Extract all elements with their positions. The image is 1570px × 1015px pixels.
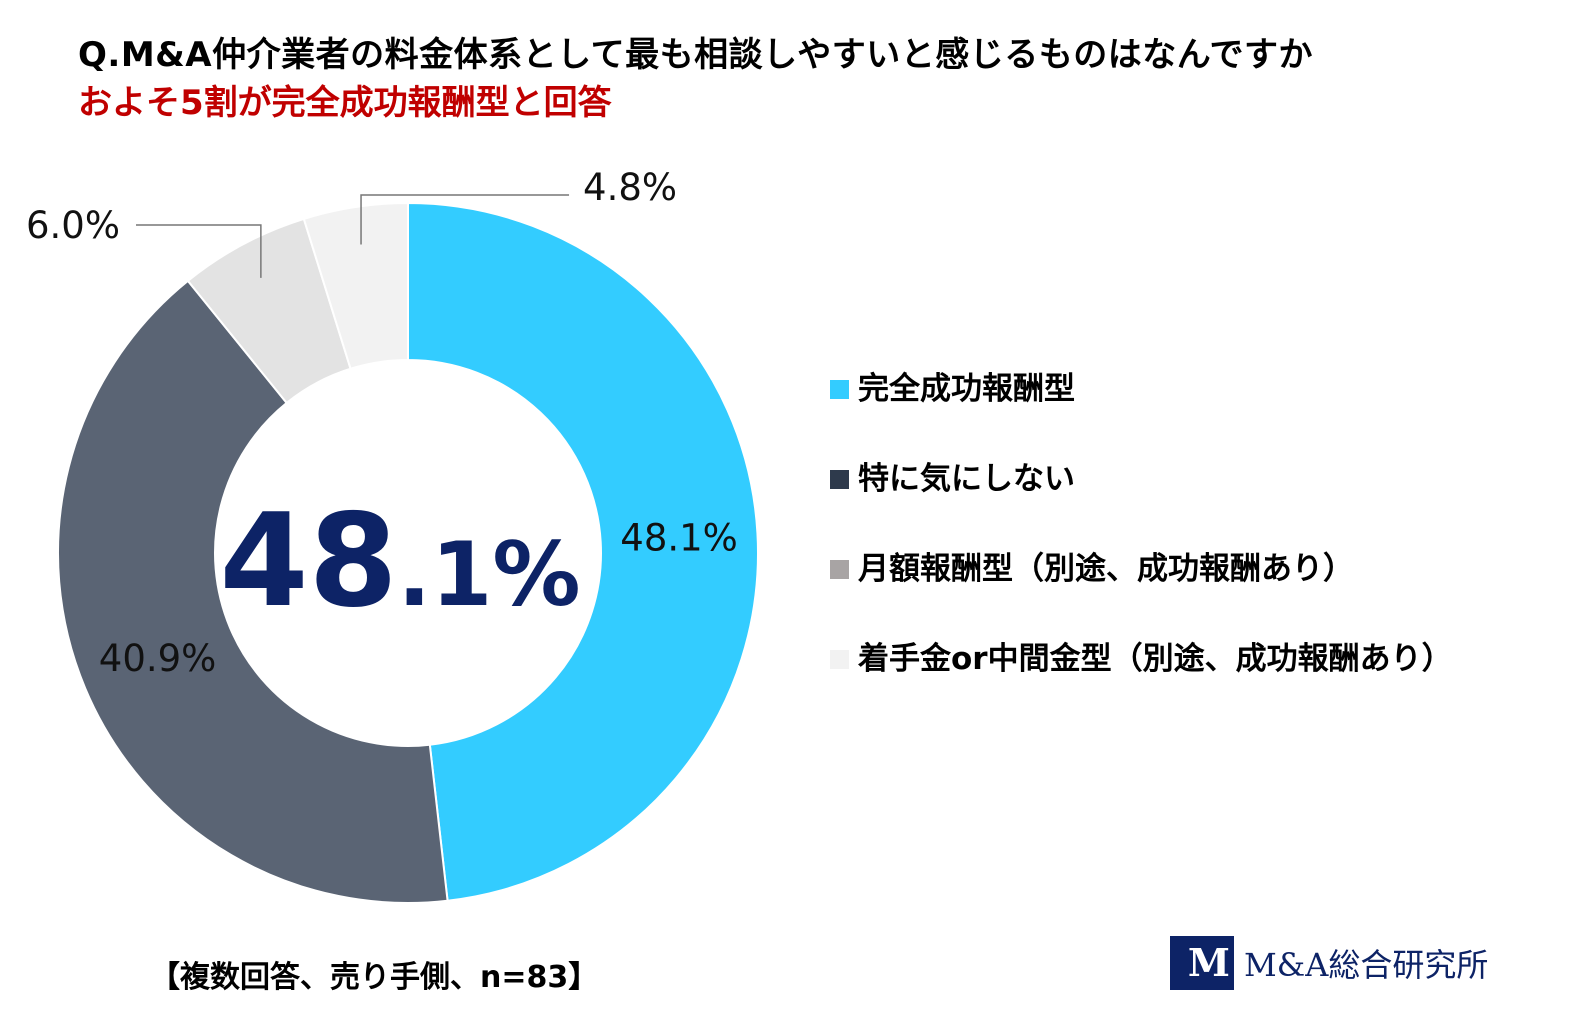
slice-value-label-3: 6.0% xyxy=(26,204,120,247)
legend-swatch-1 xyxy=(830,380,849,399)
legend-swatch-2 xyxy=(830,470,849,489)
legend-item-2: 特に気にしない xyxy=(830,458,1530,500)
slice-value-label-1: 48.1% xyxy=(620,517,738,560)
logo-mark: M xyxy=(1170,936,1234,990)
slice-value-label-4: 4.8% xyxy=(583,166,677,209)
leader-line-4 xyxy=(360,194,570,245)
slice-labels: 48.1%40.9%6.0%4.8% xyxy=(26,166,738,680)
chart-title: Q.M&A仲介業者の料金体系として最も相談しやすいと感じるものはなんですか xyxy=(78,35,1314,75)
legend-swatch-4 xyxy=(830,650,849,669)
center-value-dot: . xyxy=(398,523,431,626)
logo-mark-letter: M xyxy=(1187,940,1230,985)
legend-swatch-3 xyxy=(830,560,849,579)
company-logo: M M&A総合研究所 xyxy=(1170,935,1488,991)
logo-text: M&A総合研究所 xyxy=(1244,946,1489,984)
legend-item-1: 完全成功報酬型 xyxy=(830,368,1530,410)
legend-label-1: 完全成功報酬型 xyxy=(858,371,1075,407)
legend-label-3: 月額報酬型（別途、成功報酬あり） xyxy=(858,551,1354,587)
leader-line-3 xyxy=(136,224,262,278)
center-value-label: 48.1% xyxy=(220,487,581,636)
donut-slice-2 xyxy=(57,279,449,904)
legend-label-2: 特に気にしない xyxy=(858,461,1075,497)
legend: 完全成功報酬型 特に気にしない 月額報酬型（別途、成功報酬あり） 着手金or中間… xyxy=(830,368,1530,728)
legend-item-3: 月額報酬型（別途、成功報酬あり） xyxy=(830,548,1530,590)
legend-label-4: 着手金or中間金型（別途、成功報酬あり） xyxy=(858,641,1453,677)
sample-note: 【複数回答、売り手側、n=83】 xyxy=(150,960,599,995)
donut-slice-4 xyxy=(302,201,409,370)
donut-slices xyxy=(57,201,759,904)
slice-value-label-2: 40.9% xyxy=(99,637,217,680)
donut-slice-1 xyxy=(407,201,759,902)
leader-lines xyxy=(136,194,570,278)
center-value-decimal: 1 xyxy=(431,523,492,626)
chart-subtitle: およそ5割が完全成功報酬型と回答 xyxy=(78,83,612,123)
legend-item-4: 着手金or中間金型（別途、成功報酬あり） xyxy=(830,638,1530,680)
center-value-main: 48 xyxy=(220,487,398,636)
center-value-unit: % xyxy=(492,523,580,626)
